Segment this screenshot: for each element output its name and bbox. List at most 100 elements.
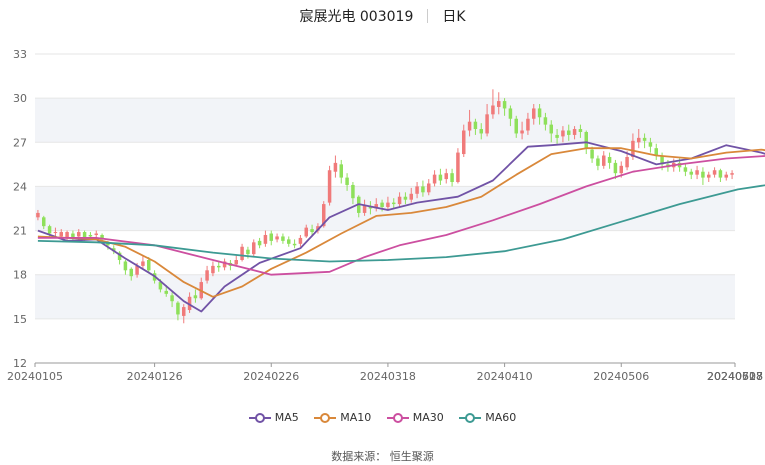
candle-body	[637, 137, 641, 143]
grid-band	[35, 274, 735, 319]
candle-body	[654, 148, 658, 156]
candle-body	[625, 157, 629, 168]
candle-body	[263, 234, 268, 244]
ma10-legend-icon	[314, 412, 337, 423]
legend: MA5 MA10 MA30 MA60	[0, 411, 765, 427]
legend-item-ma60[interactable]: MA60	[459, 411, 516, 424]
y-tick-label: 12	[13, 357, 27, 370]
candle-body	[304, 227, 308, 237]
x-tick-label: 20240410	[477, 370, 533, 383]
candle-body	[730, 173, 734, 175]
candle-body	[36, 212, 40, 218]
candle-body	[526, 118, 530, 131]
candle-body	[193, 295, 198, 299]
candle-body	[222, 261, 227, 268]
candle-body	[549, 124, 553, 134]
legend-label-ma30: MA30	[412, 411, 444, 424]
candle-body	[339, 164, 343, 178]
candle-body	[275, 236, 279, 240]
candle-body	[660, 155, 664, 165]
candle-body	[596, 158, 600, 166]
candle-body	[432, 174, 437, 184]
candle-body	[164, 290, 168, 294]
candle-body	[322, 204, 326, 227]
candle-body	[543, 117, 548, 125]
candle-body	[520, 130, 524, 134]
candle-body	[158, 282, 163, 290]
y-tick-label: 21	[13, 225, 27, 238]
legend-label-ma60: MA60	[485, 411, 517, 424]
candle-body	[555, 134, 559, 138]
candle-body	[444, 173, 448, 180]
candle-body	[450, 173, 454, 183]
series-line-ma10	[37, 147, 765, 298]
candle-body	[415, 186, 419, 194]
period-label[interactable]: 日K	[442, 9, 466, 25]
candle-body	[123, 261, 128, 271]
ma5-legend-icon	[248, 412, 271, 423]
candle-body	[712, 170, 717, 175]
candle-body	[695, 170, 699, 175]
candle-body	[310, 229, 314, 233]
candle-body	[211, 265, 215, 274]
y-tick-label: 18	[13, 269, 27, 282]
candle-body	[252, 242, 256, 255]
candle-body	[246, 249, 250, 255]
candle-body	[77, 232, 81, 237]
candle-body	[724, 174, 728, 178]
series-line-ma30	[37, 155, 765, 276]
candle-body	[205, 270, 209, 281]
candle-body	[187, 296, 192, 311]
y-tick-label: 33	[13, 48, 27, 61]
candle-body	[59, 232, 63, 237]
candle-body	[100, 234, 104, 240]
candle-body	[380, 202, 384, 208]
candle-body	[438, 174, 443, 181]
legend-label-ma10: MA10	[340, 411, 372, 424]
candle-body	[508, 108, 513, 119]
candle-body	[135, 265, 139, 275]
candle-body	[240, 246, 244, 260]
candle-body	[176, 302, 180, 315]
candle-body	[537, 108, 542, 118]
candle-body	[327, 170, 332, 203]
candle-body	[462, 130, 466, 155]
candle-body	[374, 204, 378, 209]
legend-item-ma30[interactable]: MA30	[386, 411, 444, 424]
header-separator	[427, 9, 429, 23]
candle-body	[117, 252, 122, 260]
candle-body	[182, 307, 186, 316]
candle-body	[397, 196, 402, 205]
stock-name: 宸展光电 003019	[299, 9, 414, 25]
candle-body	[701, 171, 705, 178]
candle-body	[421, 186, 425, 193]
candle-body	[362, 205, 367, 213]
candle-body	[497, 101, 501, 107]
candle-body	[217, 265, 221, 268]
x-tick-label: 20240708	[707, 370, 763, 383]
candle-body	[689, 171, 693, 175]
candle-body	[567, 130, 571, 135]
legend-item-ma10[interactable]: MA10	[314, 411, 371, 424]
x-tick-label: 20240126	[127, 370, 183, 383]
y-tick-label: 27	[13, 136, 27, 149]
candle-body	[94, 233, 98, 235]
candle-body	[613, 162, 618, 174]
y-tick-label: 15	[13, 313, 27, 326]
series-line-ma60	[37, 184, 765, 263]
legend-item-ma5[interactable]: MA5	[248, 411, 299, 424]
candle-body	[292, 243, 297, 246]
candle-body	[572, 129, 577, 135]
candle-body	[170, 295, 174, 302]
candle-body	[386, 202, 390, 208]
candle-body	[53, 232, 58, 234]
legend-label-ma5: MA5	[274, 411, 299, 424]
candle-body	[607, 157, 612, 163]
candle-body	[281, 236, 285, 241]
candle-body	[491, 105, 495, 115]
candle-body	[345, 177, 349, 185]
candle-body	[619, 165, 623, 174]
x-tick-label: 20240527	[707, 370, 763, 383]
candle-body	[147, 260, 151, 271]
candle-body	[467, 121, 472, 131]
